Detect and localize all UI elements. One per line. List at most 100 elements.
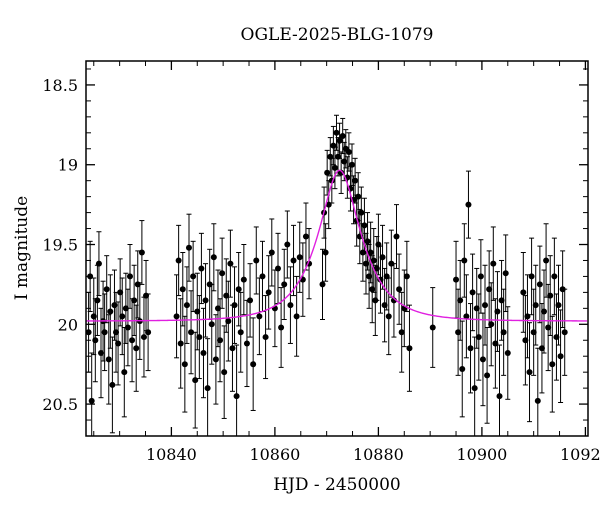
point-marker [259,273,266,280]
point-marker [231,302,238,309]
point-marker [202,297,209,304]
point-marker [235,286,242,293]
data-point [122,272,129,344]
point-marker [115,340,122,347]
data-point [498,259,505,341]
data-point [327,137,334,177]
data-point [217,298,224,383]
data-point [188,290,195,375]
point-marker [403,273,410,280]
data-point [471,336,478,436]
y-tick-label: 20 [58,315,78,334]
point-marker [553,334,560,341]
data-point [229,304,236,392]
point-marker [549,361,556,368]
point-marker [561,329,568,336]
data-point [528,237,535,316]
point-marker [345,148,352,155]
data-point [259,240,266,313]
point-marker [545,324,552,331]
data-point [115,301,122,386]
point-marker [225,318,232,325]
x-tick-label: 10880 [353,445,404,464]
point-marker [366,273,373,280]
point-marker [502,270,509,277]
point-marker [109,381,116,388]
data-point [247,263,254,338]
point-marker [237,329,244,336]
data-point [488,282,495,367]
data-point [240,244,247,316]
point-marker [256,313,263,320]
data-point [385,277,392,356]
data-point [355,172,362,222]
data-point [333,114,340,151]
point-marker [385,313,392,320]
data-point [225,280,232,362]
point-marker [498,297,505,304]
point-marker [319,281,326,288]
point-marker [338,169,345,176]
point-marker [370,257,377,264]
point-marker [221,369,228,376]
data-point [287,266,294,344]
point-marker [471,385,478,392]
point-marker [551,273,558,280]
data-point [256,277,263,356]
point-marker [327,153,334,160]
point-marker [192,377,199,384]
point-marker [177,340,184,347]
point-marker [486,286,493,293]
data-point [526,322,533,423]
data-point [543,223,550,298]
point-marker [175,257,182,264]
point-marker [196,334,203,341]
data-point [396,253,403,325]
point-marker [200,350,207,357]
point-marker [406,345,413,352]
data-point [502,234,509,313]
data-point [393,204,400,269]
point-marker [362,260,369,267]
data-point [268,218,275,287]
point-marker [250,361,257,368]
data-point [233,344,240,436]
point-marker [101,329,108,336]
data-point [331,146,338,190]
data-point [524,274,531,359]
point-marker [129,337,136,344]
data-point [322,223,329,282]
data-point [545,283,552,372]
data-point [145,293,152,372]
point-marker [538,345,545,352]
point-marker [95,260,102,267]
point-marker [482,302,489,309]
point-marker [265,289,272,296]
data-point [278,287,285,368]
point-marker [532,302,539,309]
y-tick-label: 18.5 [42,76,78,95]
point-marker [190,273,197,280]
point-marker [204,385,211,392]
data-point [183,266,190,344]
data-point [500,288,507,376]
data-point [212,314,219,405]
data-point [463,274,470,359]
point-marker [219,270,226,277]
data-point [367,221,374,284]
point-marker [268,249,275,256]
axis-tick-labels: 10840 10860 10880 10900 10920 18.5 19 19.5 20 20.… [42,76,600,464]
plot-area [86,114,587,436]
point-marker [335,153,342,160]
point-marker [233,393,240,400]
point-marker [490,260,497,267]
data-point [119,277,126,356]
point-marker [477,273,484,280]
point-marker [393,233,400,240]
data-point [124,288,131,367]
data-point [339,117,346,155]
point-marker [379,254,386,261]
data-point [214,269,221,348]
point-marker [119,313,126,320]
data-point [271,269,278,348]
